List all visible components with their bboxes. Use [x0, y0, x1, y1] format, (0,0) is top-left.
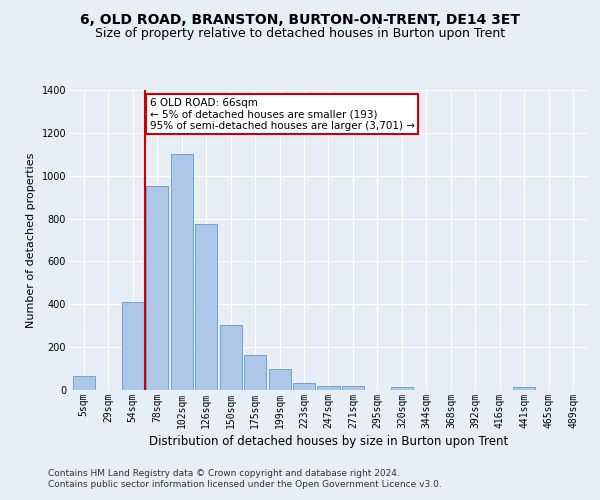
Text: 6, OLD ROAD, BRANSTON, BURTON-ON-TRENT, DE14 3ET: 6, OLD ROAD, BRANSTON, BURTON-ON-TRENT, …: [80, 12, 520, 26]
Bar: [122, 302, 143, 390]
Bar: [391, 388, 413, 390]
Text: 6 OLD ROAD: 66sqm
← 5% of detached houses are smaller (193)
95% of semi-detached: 6 OLD ROAD: 66sqm ← 5% of detached house…: [150, 98, 415, 130]
Bar: [146, 186, 168, 390]
Bar: [244, 354, 266, 390]
Bar: [73, 376, 95, 390]
Text: Contains public sector information licensed under the Open Government Licence v3: Contains public sector information licen…: [48, 480, 442, 489]
Bar: [220, 324, 242, 390]
Bar: [514, 387, 535, 390]
Bar: [342, 386, 364, 390]
Text: Contains HM Land Registry data © Crown copyright and database right 2024.: Contains HM Land Registry data © Crown c…: [48, 468, 400, 477]
Bar: [317, 386, 340, 390]
Bar: [269, 368, 290, 390]
Y-axis label: Number of detached properties: Number of detached properties: [26, 152, 36, 328]
Bar: [293, 382, 315, 390]
X-axis label: Distribution of detached houses by size in Burton upon Trent: Distribution of detached houses by size …: [149, 435, 508, 448]
Bar: [195, 224, 217, 390]
Text: Size of property relative to detached houses in Burton upon Trent: Size of property relative to detached ho…: [95, 28, 505, 40]
Bar: [170, 154, 193, 390]
